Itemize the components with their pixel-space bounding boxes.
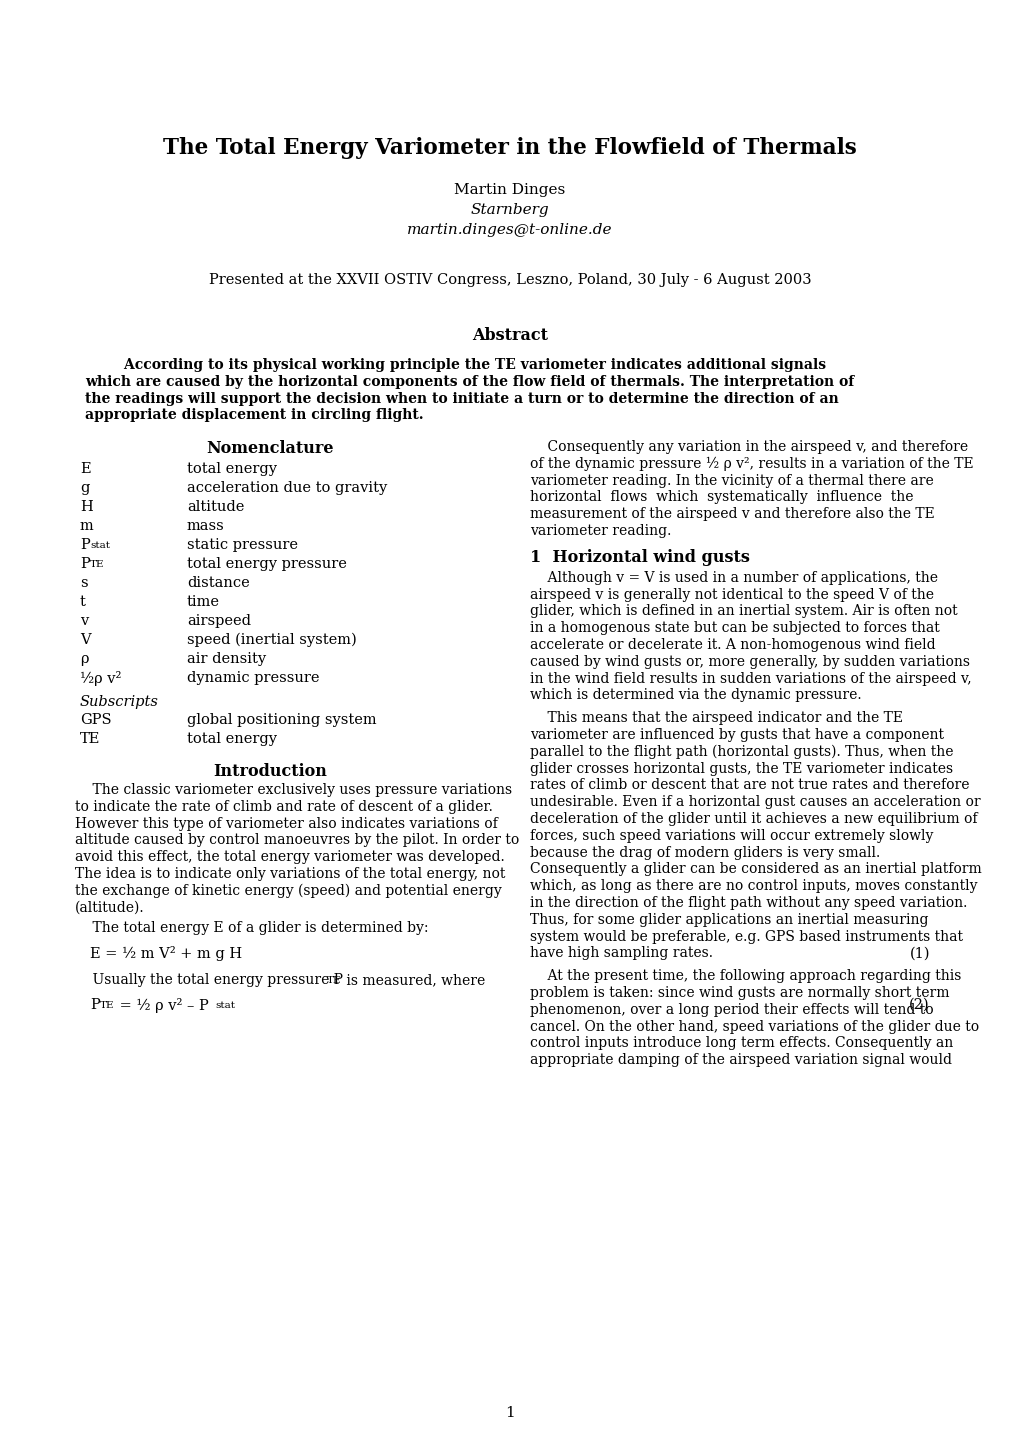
Text: mass: mass: [186, 519, 224, 532]
Text: P: P: [79, 557, 90, 571]
Text: static pressure: static pressure: [186, 538, 298, 553]
Text: deceleration of the glider until it achieves a new equilibrium of: deceleration of the glider until it achi…: [530, 812, 976, 825]
Text: acceleration due to gravity: acceleration due to gravity: [186, 481, 387, 495]
Text: (2): (2): [909, 997, 929, 1012]
Text: caused by wind gusts or, more generally, by sudden variations: caused by wind gusts or, more generally,…: [530, 655, 969, 668]
Text: have high sampling rates.: have high sampling rates.: [530, 947, 712, 961]
Text: which, as long as there are no control inputs, moves constantly: which, as long as there are no control i…: [530, 879, 976, 893]
Text: appropriate damping of the airspeed variation signal would: appropriate damping of the airspeed vari…: [530, 1053, 951, 1068]
Text: Thus, for some glider applications an inertial measuring: Thus, for some glider applications an in…: [530, 913, 927, 926]
Text: H: H: [79, 501, 93, 514]
Text: TE: TE: [90, 560, 104, 569]
Text: variometer reading.: variometer reading.: [530, 524, 671, 538]
Text: stat: stat: [90, 541, 110, 550]
Text: However this type of variometer also indicates variations of: However this type of variometer also ind…: [75, 817, 497, 831]
Text: total energy: total energy: [186, 732, 277, 746]
Text: speed (inertial system): speed (inertial system): [186, 633, 357, 648]
Text: 1  Horizontal wind gusts: 1 Horizontal wind gusts: [530, 548, 749, 566]
Text: m: m: [79, 519, 94, 532]
Text: forces, such speed variations will occur extremely slowly: forces, such speed variations will occur…: [530, 828, 932, 843]
Text: in a homogenous state but can be subjected to forces that: in a homogenous state but can be subject…: [530, 620, 938, 635]
Text: V: V: [79, 633, 91, 646]
Text: Martin Dinges: Martin Dinges: [453, 183, 566, 198]
Text: Abstract: Abstract: [472, 328, 547, 345]
Text: altitude: altitude: [186, 501, 245, 514]
Text: E = ½ m V² + m g H: E = ½ m V² + m g H: [90, 947, 242, 961]
Text: which are caused by the horizontal components of the flow field of thermals. The: which are caused by the horizontal compo…: [85, 375, 854, 388]
Text: total energy: total energy: [186, 462, 277, 476]
Text: GPS: GPS: [79, 713, 111, 727]
Text: airspeed v is generally not identical to the speed V of the: airspeed v is generally not identical to…: [530, 587, 933, 602]
Text: is measured, where: is measured, where: [341, 973, 485, 987]
Text: in the direction of the flight path without any speed variation.: in the direction of the flight path with…: [530, 896, 966, 911]
Text: (altitude).: (altitude).: [75, 900, 145, 915]
Text: avoid this effect, the total energy variometer was developed.: avoid this effect, the total energy vari…: [75, 850, 504, 864]
Text: ½ρ v²: ½ρ v²: [79, 671, 121, 685]
Text: accelerate or decelerate it. A non-homogenous wind field: accelerate or decelerate it. A non-homog…: [530, 638, 934, 652]
Text: variometer are influenced by gusts that have a component: variometer are influenced by gusts that …: [530, 729, 943, 742]
Text: system would be preferable, e.g. GPS based instruments that: system would be preferable, e.g. GPS bas…: [530, 929, 962, 944]
Text: because the drag of modern gliders is very small.: because the drag of modern gliders is ve…: [530, 846, 879, 860]
Text: problem is taken: since wind gusts are normally short term: problem is taken: since wind gusts are n…: [530, 986, 949, 1000]
Text: Subscripts: Subscripts: [79, 696, 159, 709]
Text: phenomenon, over a long period their effects will tend to: phenomenon, over a long period their eff…: [530, 1003, 932, 1017]
Text: Starnberg: Starnberg: [470, 203, 549, 216]
Text: Introduction: Introduction: [213, 763, 327, 781]
Text: dynamic pressure: dynamic pressure: [186, 671, 319, 685]
Text: Although v = V is used in a number of applications, the: Although v = V is used in a number of ap…: [530, 571, 937, 584]
Text: global positioning system: global positioning system: [186, 713, 376, 727]
Text: measurement of the airspeed v and therefore also the TE: measurement of the airspeed v and theref…: [530, 506, 933, 521]
Text: P: P: [79, 538, 90, 553]
Text: glider crosses horizontal gusts, the TE variometer indicates: glider crosses horizontal gusts, the TE …: [530, 762, 952, 775]
Text: total energy pressure: total energy pressure: [186, 557, 346, 571]
Text: s: s: [79, 576, 88, 590]
Text: TE: TE: [79, 732, 100, 746]
Text: stat: stat: [215, 1001, 234, 1010]
Text: Consequently any variation in the airspeed v, and therefore: Consequently any variation in the airspe…: [530, 440, 967, 455]
Text: the exchange of kinetic energy (speed) and potential energy: the exchange of kinetic energy (speed) a…: [75, 883, 501, 898]
Text: Usually the total energy pressure P: Usually the total energy pressure P: [75, 973, 342, 987]
Text: horizontal  flows  which  systematically  influence  the: horizontal flows which systematically in…: [530, 491, 913, 505]
Text: At the present time, the following approach regarding this: At the present time, the following appro…: [530, 970, 961, 983]
Text: v: v: [79, 615, 89, 628]
Text: air density: air density: [186, 652, 266, 667]
Text: 1: 1: [504, 1405, 515, 1420]
Text: which is determined via the dynamic pressure.: which is determined via the dynamic pres…: [530, 688, 861, 703]
Text: = ½ ρ v² – P: = ½ ρ v² – P: [115, 997, 209, 1013]
Text: The total energy E of a glider is determined by:: The total energy E of a glider is determ…: [75, 922, 428, 935]
Text: This means that the airspeed indicator and the TE: This means that the airspeed indicator a…: [530, 711, 902, 726]
Text: time: time: [186, 595, 220, 609]
Text: airspeed: airspeed: [186, 615, 251, 628]
Text: undesirable. Even if a horizontal gust causes an acceleration or: undesirable. Even if a horizontal gust c…: [530, 795, 979, 810]
Text: martin.dinges@t-online.de: martin.dinges@t-online.de: [407, 224, 612, 237]
Text: P: P: [90, 997, 100, 1012]
Text: variometer reading. In the vicinity of a thermal there are: variometer reading. In the vicinity of a…: [530, 473, 932, 488]
Text: glider, which is defined in an inertial system. Air is often not: glider, which is defined in an inertial …: [530, 605, 957, 619]
Text: of the dynamic pressure ½ ρ v², results in a variation of the TE: of the dynamic pressure ½ ρ v², results …: [530, 457, 973, 470]
Text: (1): (1): [909, 947, 929, 960]
Text: appropriate displacement in circling flight.: appropriate displacement in circling fli…: [85, 408, 423, 423]
Text: The classic variometer exclusively uses pressure variations: The classic variometer exclusively uses …: [75, 784, 512, 797]
Text: The Total Energy Variometer in the Flowfield of Thermals: The Total Energy Variometer in the Flowf…: [163, 137, 856, 159]
Text: Consequently a glider can be considered as an inertial platform: Consequently a glider can be considered …: [530, 863, 981, 876]
Text: t: t: [79, 595, 86, 609]
Text: According to its physical working principle the TE variometer indicates addition: According to its physical working princi…: [85, 358, 825, 372]
Text: Presented at the XXVII OSTIV Congress, Leszno, Poland, 30 July - 6 August 2003: Presented at the XXVII OSTIV Congress, L…: [209, 273, 810, 287]
Text: E: E: [79, 462, 91, 476]
Text: g: g: [79, 481, 90, 495]
Text: to indicate the rate of climb and rate of descent of a glider.: to indicate the rate of climb and rate o…: [75, 799, 492, 814]
Text: in the wind field results in sudden variations of the airspeed v,: in the wind field results in sudden vari…: [530, 671, 971, 685]
Text: distance: distance: [186, 576, 250, 590]
Text: TE: TE: [100, 1001, 114, 1010]
Text: control inputs introduce long term effects. Consequently an: control inputs introduce long term effec…: [530, 1036, 953, 1051]
Text: the readings will support the decision when to initiate a turn or to determine t: the readings will support the decision w…: [85, 391, 838, 405]
Text: rates of climb or descent that are not true rates and therefore: rates of climb or descent that are not t…: [530, 778, 968, 792]
Text: Nomenclature: Nomenclature: [206, 440, 333, 457]
Text: parallel to the flight path (horizontal gusts). Thus, when the: parallel to the flight path (horizontal …: [530, 745, 953, 759]
Text: The idea is to indicate only variations of the total energy, not: The idea is to indicate only variations …: [75, 867, 504, 882]
Text: altitude caused by control manoeuvres by the pilot. In order to: altitude caused by control manoeuvres by…: [75, 834, 519, 847]
Text: cancel. On the other hand, speed variations of the glider due to: cancel. On the other hand, speed variati…: [530, 1020, 978, 1033]
Text: TE: TE: [327, 975, 341, 986]
Text: ρ: ρ: [79, 652, 89, 667]
